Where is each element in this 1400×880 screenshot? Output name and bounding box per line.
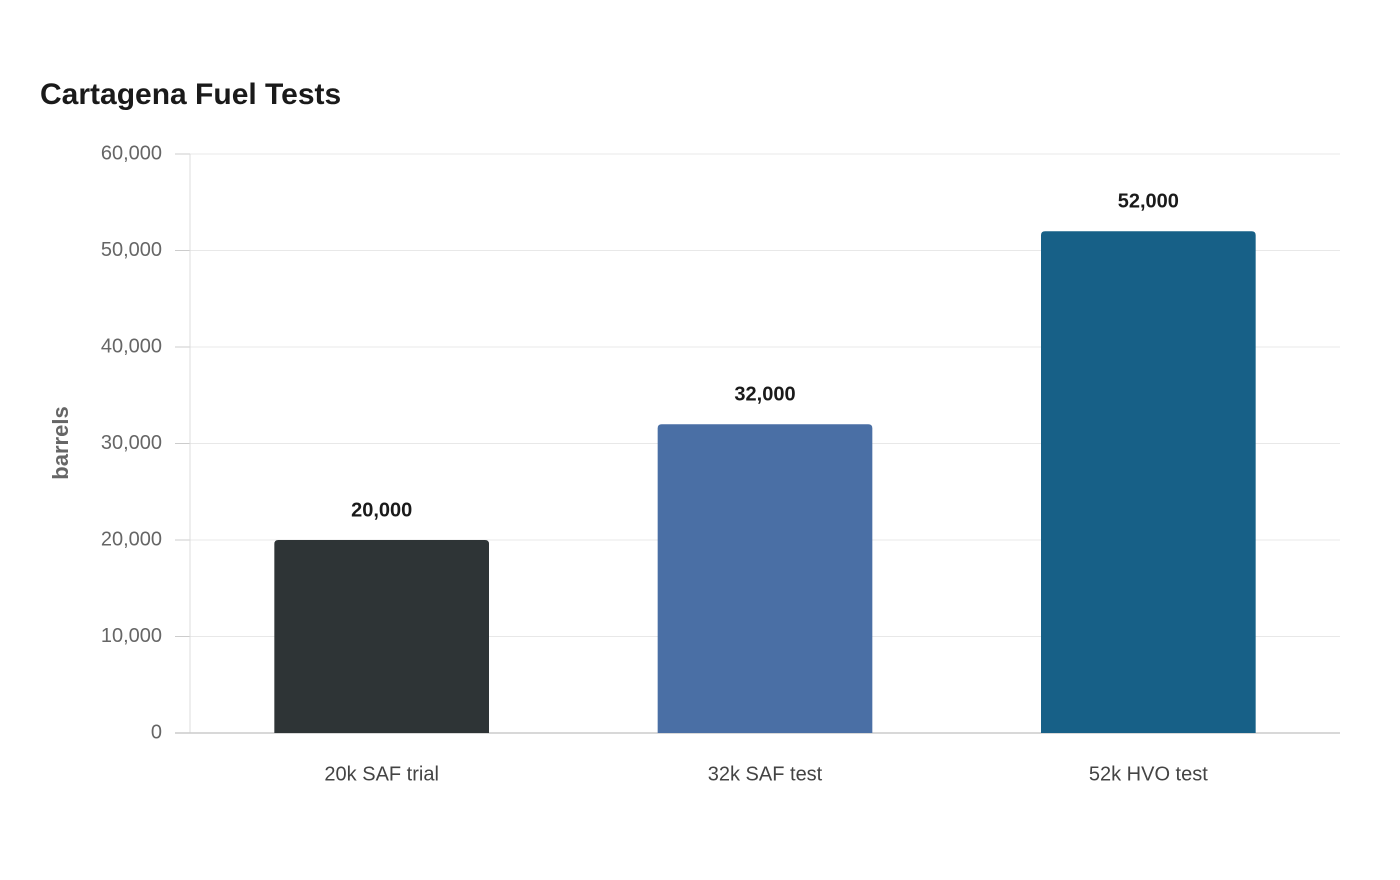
- value-label: 20,000: [351, 499, 412, 521]
- bar: [1041, 231, 1256, 733]
- y-tick-label: 10,000: [101, 625, 162, 647]
- x-tick-label: 32k SAF test: [708, 763, 823, 785]
- value-label: 32,000: [734, 383, 795, 405]
- y-tick-label: 20,000: [101, 528, 162, 550]
- y-tick-label: 50,000: [101, 239, 162, 261]
- chart-title: Cartagena Fuel Tests: [40, 78, 341, 111]
- y-tick-label: 0: [151, 721, 162, 743]
- bar: [657, 424, 873, 733]
- bar: [274, 540, 489, 733]
- x-tick-label: 20k SAF trial: [324, 763, 438, 785]
- x-tick-label: 52k HVO test: [1089, 763, 1208, 785]
- y-tick-label: 40,000: [101, 335, 162, 357]
- y-tick-label: 60,000: [101, 142, 162, 164]
- y-tick-label: 30,000: [101, 432, 162, 454]
- value-label: 52,000: [1118, 190, 1179, 212]
- y-axis-label: barrels: [48, 406, 73, 479]
